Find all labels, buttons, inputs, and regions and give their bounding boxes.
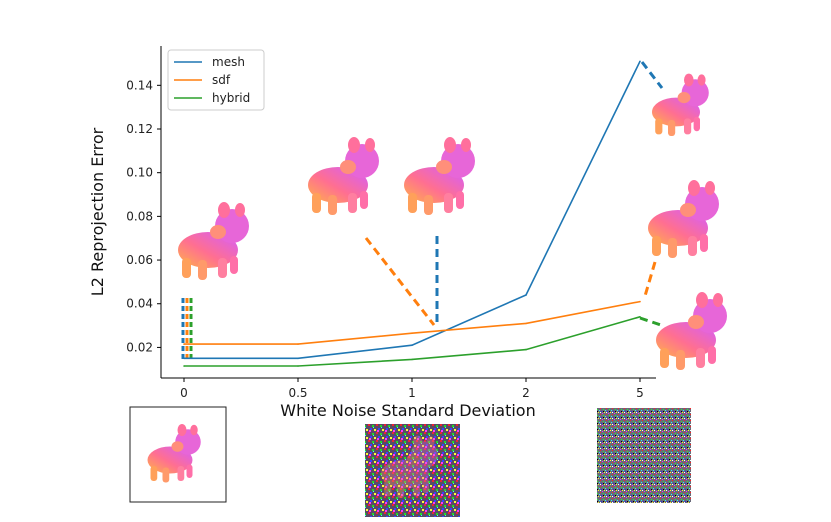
legend: mesh sdf hybrid [167,49,265,111]
y-tick-label: 0.10 [126,166,153,180]
data-point-hybrid [183,365,185,367]
data-point-sdf [525,322,527,325]
data-point-hybrid [639,316,641,318]
y-tick-label: 0.08 [126,209,153,223]
legend-label-mesh: mesh [212,55,245,69]
legend-label-sdf: sdf [212,73,231,87]
toy-render-5-mesh [652,73,709,136]
x-axis-title: White Noise Standard Deviation [280,401,535,420]
data-point-mesh [411,344,413,347]
x-tick-label: 0 [180,386,188,400]
data-point-hybrid [411,358,413,361]
x-tick-label: 2 [522,386,530,400]
x-ticks: 0 0.5 1 2 5 [180,378,644,400]
series-group [183,60,641,367]
data-point-sdf [639,300,641,303]
x-tick-label: 1 [408,386,416,400]
data-point-hybrid [525,348,527,351]
data-point-sdf [411,332,413,335]
y-tick-label: 0.14 [126,78,153,92]
data-point-mesh [525,294,527,296]
toy-render-mesh [404,137,475,215]
y-axis-title: L2 Reprojection Error [88,127,107,296]
data-point-mesh [639,60,641,63]
noise-thumbnail-5 [597,408,691,503]
y-tick-label: 0.12 [126,122,153,136]
toy-render-5-sdf [648,180,719,258]
series-line-sdf [184,300,641,345]
data-point-hybrid [297,365,299,367]
y-tick-label: 0.06 [126,253,153,267]
x-tick-label: 0.5 [288,386,307,400]
y-tick-label: 0.02 [126,340,153,354]
data-point-sdf [183,343,185,345]
data-point-sdf [297,343,299,345]
data-point-mesh [183,357,185,360]
x-tick-label: 5 [636,386,644,400]
toy-render-clean [178,202,249,280]
legend-box [167,49,265,111]
data-point-mesh [297,357,299,360]
y-tick-label: 0.04 [126,297,153,311]
toy-render-5-hybrid [656,292,727,370]
toy-render-sdf [308,137,379,215]
legend-label-hybrid: hybrid [212,91,250,105]
y-ticks: 0.02 0.04 0.06 0.08 0.10 0.12 0.14 [126,78,161,354]
annotation-leaders [181,61,665,360]
